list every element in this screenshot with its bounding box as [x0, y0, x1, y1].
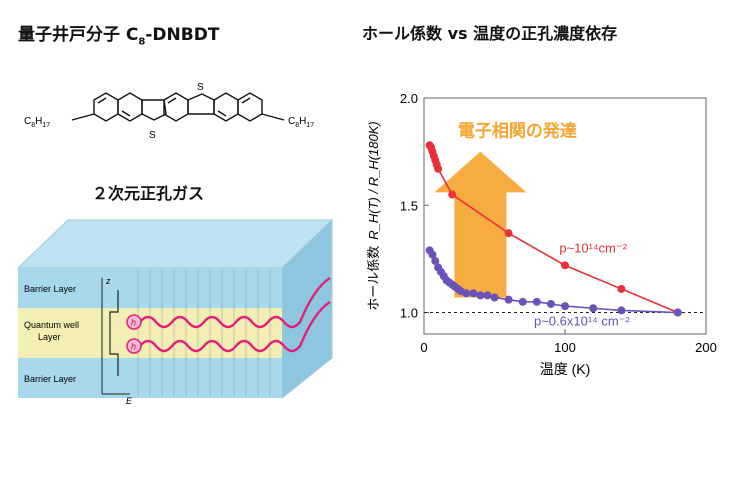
data-point-s1-2 — [431, 257, 440, 266]
data-point-s0-10 — [617, 284, 626, 293]
ring-3 — [163, 92, 189, 122]
data-point-s1-22 — [589, 304, 598, 313]
correlation-arrow — [434, 151, 527, 298]
substituent-right: C8H17 — [288, 116, 314, 129]
molecule-columns — [137, 270, 271, 396]
data-point-s1-14 — [476, 291, 485, 300]
barrier-bottom-label: Barrier Layer — [24, 374, 76, 384]
y-tick-label: 1.0 — [400, 306, 418, 321]
x-tick-label: 200 — [695, 340, 717, 355]
data-point-s0-9 — [561, 261, 569, 270]
data-point-s0-6 — [434, 164, 443, 173]
tick-layer: 0 100 200 1.0 1.5 2.0 — [400, 91, 717, 355]
series-label-red: p~10¹⁴cm⁻² — [559, 240, 627, 255]
y-tick-label: 1.5 — [400, 198, 418, 213]
hole-particle-1 — [126, 314, 142, 330]
data-point-s1-21 — [561, 302, 569, 311]
data-point-s1-13 — [469, 289, 478, 298]
ring-2 — [117, 92, 143, 122]
sulfur-atom-1: S — [149, 130, 156, 141]
x-axis-label: 温度 (K) — [540, 361, 591, 377]
quantum-well-label-1: Quantum well — [24, 320, 79, 330]
hall-coefficient-chart: 0 100 200 1.0 1.5 2.0 電子相関の発達 p~10¹⁴cm⁻² p~0.… — [366, 91, 717, 377]
data-point-s0-8 — [504, 229, 513, 238]
x-tick-label: 0 — [420, 340, 427, 355]
data-point-s1-23 — [617, 306, 626, 315]
series-layer — [425, 141, 682, 317]
z-axis-label: z — [105, 276, 111, 286]
hole-wave-2 — [139, 300, 331, 353]
hole-particle-2 — [126, 338, 142, 354]
gas-title: ２次元正孔ガス — [92, 184, 205, 203]
hole-wave-1 — [139, 276, 331, 329]
ring-5 — [237, 92, 263, 122]
data-point-s1-1 — [428, 250, 437, 259]
hole-label-1: h — [131, 318, 136, 328]
well-profile — [109, 290, 119, 376]
data-point-s1-17 — [504, 295, 513, 304]
ring-1 — [93, 92, 119, 122]
data-point-s0-7 — [448, 190, 457, 199]
ring-4 — [213, 92, 239, 122]
hole-label-2: h — [131, 342, 136, 352]
chart-title: ホール係数 vs 温度の正孔濃度依存 — [362, 24, 618, 43]
y-axis-label: ホール係数R_H(T) / R_H(180K) — [366, 121, 381, 310]
data-point-s1-24 — [673, 308, 682, 317]
quantum-well-diagram: z E Barrier Layer Quantum well Layer Bar… — [18, 218, 334, 406]
annotation-text: 電子相関の発達 — [458, 121, 577, 141]
data-point-s1-15 — [483, 291, 492, 300]
quantum-well-label-2: Layer — [38, 332, 61, 342]
barrier-top-label: Barrier Layer — [24, 284, 76, 294]
series-label-purple: p~0.6x10¹⁴ cm⁻² — [534, 313, 631, 328]
sulfur-atom-2: S — [197, 82, 204, 93]
x-tick-label: 100 — [554, 340, 576, 355]
molecule-structure: S S C8H17 C8H17 — [24, 82, 314, 141]
chain-right — [261, 113, 285, 121]
substituent-left: C8H17 — [24, 116, 50, 129]
data-point-s1-16 — [490, 293, 499, 302]
thiophene-2 — [187, 93, 215, 115]
e-axis-label: E — [126, 396, 133, 406]
data-point-s1-19 — [532, 297, 541, 306]
data-point-s1-12 — [462, 289, 471, 298]
data-point-s1-20 — [546, 299, 555, 308]
molecule-title: 量子井戸分子 C8-DNBDT — [18, 25, 220, 48]
data-point-s1-18 — [518, 297, 527, 306]
thiophene-1 — [141, 99, 167, 121]
block-top-face — [18, 219, 334, 269]
chain-left — [71, 113, 95, 121]
y-tick-label: 2.0 — [400, 91, 418, 106]
